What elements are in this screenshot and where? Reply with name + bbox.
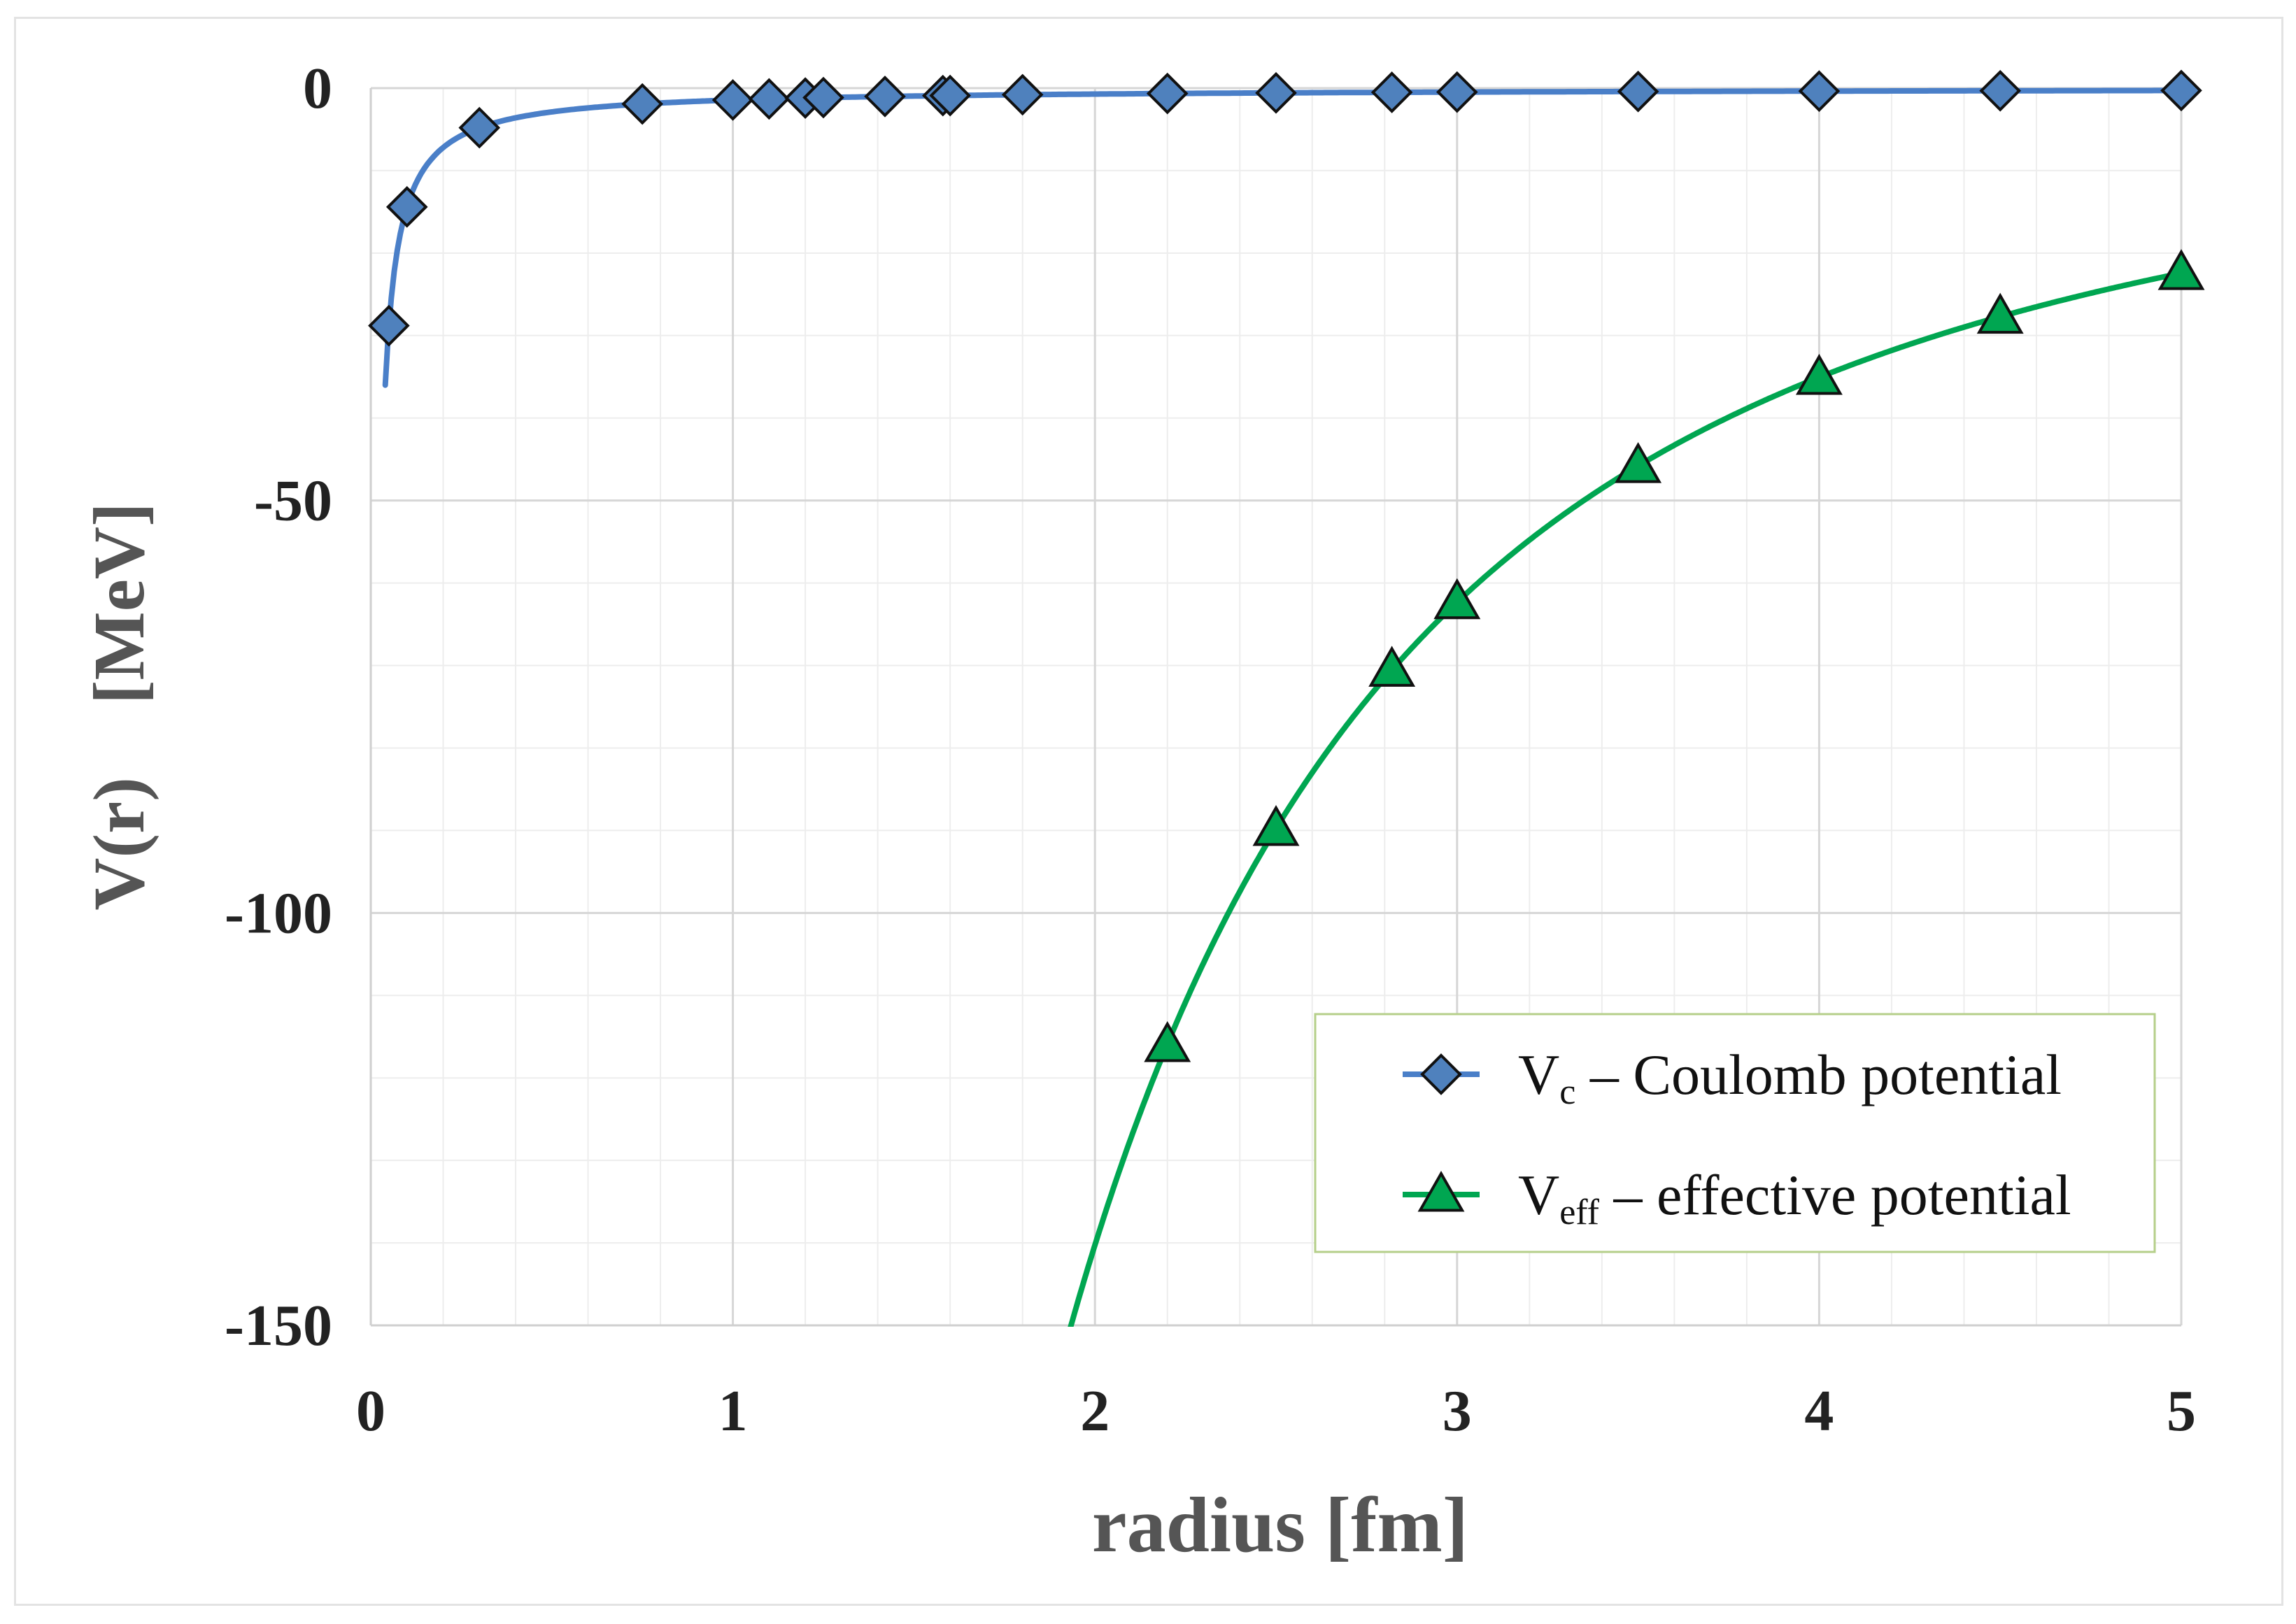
x-axis-title: radius [fm] (1092, 1482, 1468, 1569)
coulomb-point (711, 79, 754, 121)
y-axis-title: V(r) [MeV] (79, 502, 160, 910)
coulomb-point (368, 304, 410, 347)
series-markers (368, 69, 2205, 1062)
coulomb-point (748, 78, 791, 120)
legend-triangle-marker (1417, 1170, 1465, 1212)
effective-point (1252, 805, 1300, 846)
legend-label-2: Veff – effective potential (1518, 1163, 2071, 1232)
y-tick-label: -100 (225, 881, 332, 946)
coulomb-point (1146, 72, 1189, 115)
coulomb-point (1798, 70, 1841, 113)
effective-point (1368, 646, 1416, 687)
legend: Vc – Coulomb potential Veff – effective p… (1314, 1013, 2156, 1253)
x-tick-label: 1 (718, 1379, 748, 1444)
x-tick-label: 4 (1804, 1379, 1834, 1444)
coulomb-point (458, 106, 501, 149)
effective-point (1433, 578, 1481, 620)
effective-point (1144, 1020, 1191, 1062)
x-tick-label: 3 (1443, 1379, 1472, 1444)
effective-point (1795, 353, 1843, 395)
coulomb-point (1255, 72, 1297, 114)
coulomb-point (802, 76, 844, 119)
x-tick-labels: 0 1 2 3 4 5 (356, 1379, 2196, 1444)
y-tick-label: 0 (303, 56, 332, 121)
coulomb-point (621, 83, 664, 125)
legend-box (1314, 1013, 2156, 1253)
legend-diamond-marker (1420, 1053, 1462, 1095)
effective-point (1976, 292, 2024, 334)
coulomb-point (1617, 71, 1659, 113)
y-tick-label: -150 (225, 1293, 332, 1358)
coulomb-point (1001, 73, 1044, 116)
coulomb-point (1979, 69, 2022, 112)
effective-point (2157, 249, 2205, 290)
x-tick-label: 2 (1080, 1379, 1110, 1444)
legend-label-1: Vc – Coulomb potential (1518, 1043, 2062, 1112)
x-tick-label: 5 (2167, 1379, 2196, 1444)
coulomb-point (1370, 71, 1413, 113)
coulomb-point (385, 185, 428, 228)
coulomb-point (1436, 71, 1478, 113)
y-tick-labels: 0 -50 -100 -150 (225, 56, 332, 1358)
series-lines (382, 87, 2184, 1327)
y-tick-label: -50 (254, 469, 332, 534)
coulomb-point (2160, 69, 2202, 112)
coulomb-point (929, 74, 971, 117)
x-tick-label: 0 (356, 1379, 385, 1444)
effective-point (1615, 442, 1662, 483)
coulomb-point (864, 76, 906, 117)
axes (369, 88, 2181, 1327)
